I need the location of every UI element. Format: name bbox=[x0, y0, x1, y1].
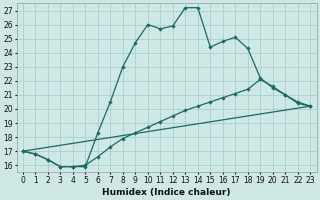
X-axis label: Humidex (Indice chaleur): Humidex (Indice chaleur) bbox=[102, 188, 231, 197]
